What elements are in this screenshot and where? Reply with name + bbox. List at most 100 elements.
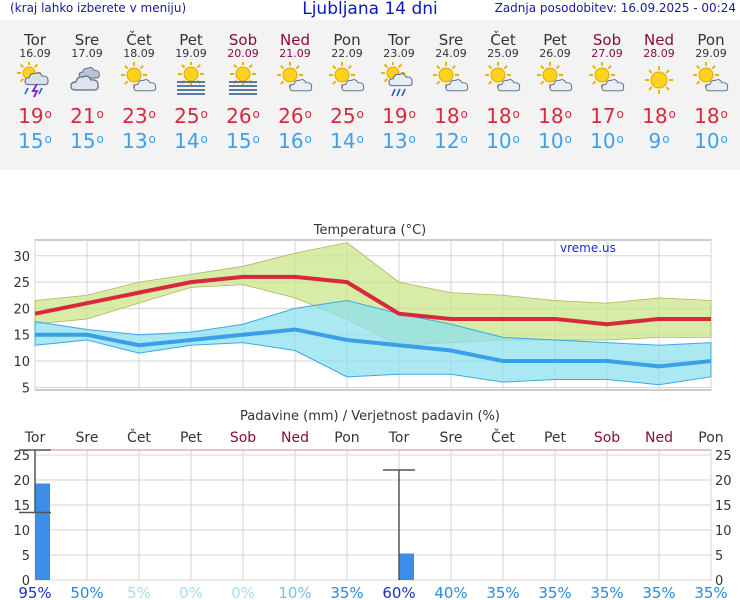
degree-sign: o [512,107,520,121]
daily-forecast-strip: Tor 16.09 19o 15o Sre 17.09 21o 15o Čet 18.09 23o 1… [0,20,740,170]
min-temp: 12o [425,128,477,154]
max-temp: 17o [581,104,633,128]
x-tick-label: Pet [180,430,203,446]
day-name: Sre [74,31,100,49]
day-name: Pet [543,31,567,49]
precipitation-probability-label: 35% [538,584,571,600]
max-temp-value: 17 [590,104,616,128]
y-tick-label-right: 10 [715,524,732,539]
min-temp-value: 10 [590,129,616,153]
y-tick-label: 25 [13,276,30,291]
max-temp: 23o [113,104,165,128]
day-column: Tor 16.09 19o 15o [9,20,61,154]
min-temp-value: 14 [174,129,200,153]
min-temp-value: 13 [122,129,148,153]
day-column: Pet 19.09 25o 14o [165,20,217,154]
min-temp: 15o [217,128,269,154]
partly-cloudy-icon [581,62,633,98]
min-temp-value: 15 [70,129,96,153]
day-column: Tor 23.09 19o 13o [373,20,425,154]
degree-sign: o [148,107,156,121]
precipitation-probability-label: 35% [694,584,727,600]
day-date: 29.09 [695,47,727,60]
partly-cloudy-icon [321,62,373,98]
degree-sign: o [304,132,312,146]
min-temp: 15o [61,128,113,154]
day-column: Čet 25.09 18o 10o [477,20,529,154]
degree-sign: o [252,107,260,121]
max-temp: 25o [321,104,373,128]
precipitation-probability-label: 35% [330,584,363,600]
degree-sign: o [512,132,520,146]
day-name: Sob [592,31,622,49]
day-name: Sre [438,31,464,49]
day-name: Tor [24,31,46,49]
day-date: 23.09 [383,47,415,60]
degree-sign: o [564,132,572,146]
degree-sign: o [356,132,364,146]
min-temp: 9o [633,128,685,154]
day-name: Pon [333,31,361,49]
day-date: 18.09 [123,47,155,60]
y-tick-label-right: 20 [715,474,732,489]
sun-icon [633,62,685,98]
degree-sign: o [460,107,468,121]
x-tick-label: Pet [544,430,567,446]
y-tick-label: 5 [22,381,30,396]
min-temp: 16o [269,128,321,154]
y-tick-label-right: 0 [715,574,723,589]
min-temp: 14o [165,128,217,154]
degree-sign: o [44,132,52,146]
day-date: 20.09 [227,47,259,60]
degree-sign: o [662,132,670,146]
x-tick-label: Čet [127,428,151,446]
min-temp: 10o [685,128,737,154]
min-temp: 13o [373,128,425,154]
watermark: vreme.us [560,241,616,255]
degree-sign: o [96,132,104,146]
day-name: Pet [179,31,203,49]
day-date: 28.09 [643,47,675,60]
partly-cloudy-icon [685,62,737,98]
min-temp: 13o [113,128,165,154]
max-temp: 19o [373,104,425,128]
min-temp-line [35,327,712,369]
precipitation-probability-label: 35% [590,584,623,600]
precipitation-probability-label: 0% [231,584,255,600]
y-tick-label: 30 [13,250,30,265]
page-header: (kraj lahko izberete v meniju) Ljubljana… [0,0,740,20]
precipitation-plot-area [34,449,712,581]
day-date: 27.09 [591,47,623,60]
day-column: Pon 29.09 18o 10o [685,20,737,154]
sun-rain-icon [373,61,425,98]
day-name: Sob [228,31,258,49]
day-date: 25.09 [487,47,519,60]
degree-sign: o [616,107,624,121]
precipitation-probability-label: 35% [486,584,519,600]
sun-fog-icon [165,61,217,98]
day-name: Čet [490,31,516,49]
partly-cloudy-icon [269,62,321,98]
max-temp: 21o [61,104,113,128]
precipitation-probability-label: 50% [70,584,103,600]
precipitation-probability-label: 35% [642,584,675,600]
day-date: 24.09 [435,47,467,60]
thunder-rain-icon [9,61,61,98]
precipitation-bar [399,553,414,580]
max-temp-value: 26 [226,104,252,128]
day-date: 19.09 [175,47,207,60]
min-temp-value: 10 [538,129,564,153]
max-temp: 18o [529,104,581,128]
y-tick-label-right: 25 [715,449,732,464]
degree-sign: o [200,107,208,121]
y-tick-label-left: 0 [22,574,30,589]
max-temp-value: 23 [122,104,148,128]
y-tick-label-left: 10 [13,524,30,539]
day-name: Ned [280,31,310,49]
x-tick-label: Tor [24,430,46,446]
min-temp: 10o [477,128,529,154]
precipitation-probability-label: 10% [278,584,311,600]
min-temp-value: 15 [18,129,44,153]
location-menu-hint[interactable]: (kraj lahko izberete v meniju) [10,1,187,15]
degree-sign: o [460,132,468,146]
